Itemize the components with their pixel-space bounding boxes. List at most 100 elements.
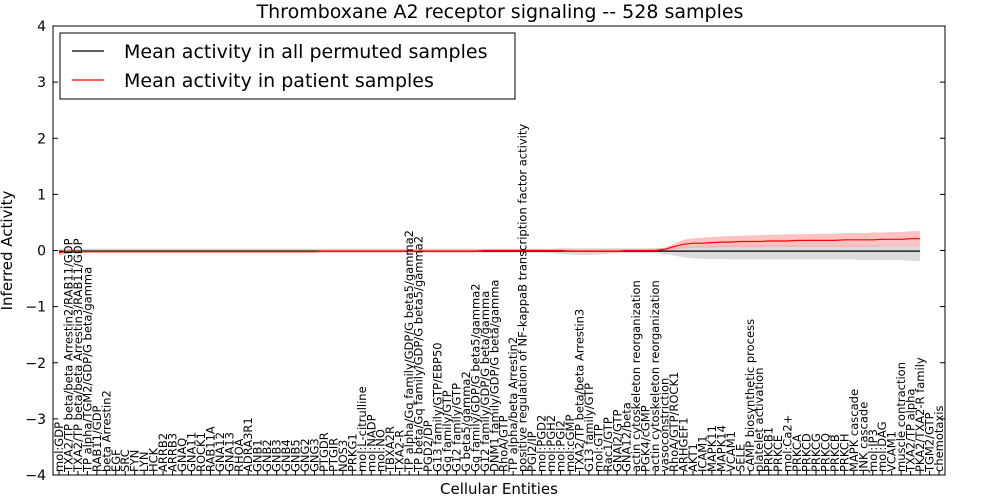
x-tick-label: PRKCG — [809, 433, 823, 472]
y-tick-label: 2 — [37, 131, 46, 147]
x-tick-label: FYN — [128, 450, 142, 472]
x-tick-label: PGK4/cGMP — [639, 405, 653, 472]
x-tick-label: MAPK14 — [714, 425, 728, 472]
x-tick-label: mol:GTP — [591, 424, 605, 472]
bands-layer — [59, 230, 921, 262]
x-tick-label: PRKCE — [771, 435, 785, 472]
x-tick-label: RAB11A — [203, 426, 217, 472]
x-tick-label: ADRA3R1 — [241, 417, 255, 472]
y-tick-label: −4 — [25, 468, 46, 484]
y-axis: −4 −3 −2 −1 0 1 2 3 4 — [25, 19, 945, 484]
x-tick-label: GNA12/beta — [620, 402, 634, 472]
x-tick-label: cAMP biosynthetic process — [743, 319, 757, 472]
x-tick-label: DNM1 family/GDP/G beta/gamma — [487, 280, 501, 472]
x-tick-label: PRKCB — [828, 434, 842, 472]
x-tick-label: PRKCH — [837, 433, 851, 472]
x-tick-label: GNA12 — [213, 432, 227, 472]
x-tick-label: ROCK1 — [194, 432, 208, 472]
x-tick-label: vasoconstriction — [658, 378, 672, 472]
x-tick-label: TXA2/TP alpha — [904, 389, 918, 473]
line-patient-mean — [58, 238, 921, 254]
x-tick-label: beta Arrestin2 — [99, 390, 113, 472]
y-axis-label: Inferred Activity — [0, 190, 16, 310]
x-axis-label: Cellular Entities — [440, 480, 558, 498]
x-tick-label: TXA2/TP beta/beta Arrestin2/RAB11/GDP — [61, 238, 75, 473]
x-tick-label: mol:GDP — [52, 422, 66, 472]
x-tick-label: RhoA/GTP/ROCK1 — [667, 372, 681, 472]
y-tick-label: 3 — [37, 75, 46, 91]
x-tick-label: TXA2/TP beta/beta Arrestin3/RAB11/GDP — [71, 238, 85, 473]
x-tick-label: PTGDR — [317, 432, 331, 472]
x-tick-label: VCAM1 — [724, 431, 738, 472]
x-tick-label: mol:L-citrulline — [355, 386, 369, 472]
x-tick-label: mol:Ca2+ — [781, 415, 795, 472]
x-tick-label: GNB4 — [279, 439, 293, 472]
y-tick-label: 1 — [37, 187, 46, 203]
x-tick-label: TXA2/TP beta/beta Arrestin3 — [572, 309, 586, 473]
x-tick-label: positive regulation of NF-kappaB transcr… — [516, 124, 530, 472]
x-tick-label: mol:NADP — [364, 414, 378, 472]
x-tick-label: GNAQ — [175, 438, 189, 472]
x-tick-label: muscle contraction — [894, 362, 908, 472]
x-tick-label: AKT1 — [686, 443, 700, 472]
x-tick-label: mol:IP3 — [866, 429, 880, 472]
x-tick-label: platelet activation — [752, 367, 766, 472]
x-tick-label: ICAM1 — [695, 435, 709, 472]
x-tick-label: RAB11/GDP — [90, 405, 104, 472]
x-tick-label: Gq family/GTP — [440, 390, 454, 472]
x-tick-label: LYN — [137, 451, 151, 472]
x-tick-label: SELE — [733, 444, 747, 472]
x-tick-label: MAPK cascade — [847, 389, 861, 472]
x-tick-label: GNG3 — [307, 438, 321, 472]
lines-layer — [58, 238, 921, 254]
x-tick-label: actin cytoskeleton reorganization — [629, 280, 643, 472]
x-tick-label: G13 family/GTP/EBP50 — [430, 342, 444, 472]
x-tick-label: Rac1/GTP — [601, 417, 615, 472]
x-tick-label: TP beta/Gq family/GDP/G beta5/gamma2 — [412, 236, 426, 473]
x-tick-label: PGI2/IP — [525, 431, 539, 472]
x-tick-label: PTGIR — [326, 438, 340, 472]
x-tick-label: GNAI2/GTP — [610, 410, 624, 472]
x-tick-label: mol:PGD2 — [535, 415, 549, 472]
x-tick-label: PRKCQ — [818, 433, 832, 472]
x-tick-label: TBXA2R — [383, 426, 397, 473]
x-tick-label: PRKG1 — [345, 433, 359, 472]
x-tick-label: chemotaxis — [932, 406, 946, 472]
x-tick-label: TP alpha/Gq family/GDP/G beta5/gamma2 — [402, 230, 416, 473]
x-tick-label: MAPK11 — [705, 425, 719, 472]
x-tick-label: PKA2/TXA2-R family — [913, 357, 927, 472]
x-tick-label: TGM2/GTP — [923, 412, 937, 473]
x-tick-label: GNA13 — [222, 432, 236, 472]
x-tick-label: GNB3 — [270, 439, 284, 472]
y-tick-label: 0 — [37, 244, 46, 260]
x-tick-label: G13 family/GTP — [582, 383, 596, 472]
x-tick-label: G12 family/GDP/G beta/gamma — [478, 291, 492, 472]
x-tick-label: PRKCB1 — [762, 427, 776, 472]
x-tick-label: NOS3 — [336, 440, 350, 472]
x-tick-label: G beta5/gamma2 — [459, 371, 473, 472]
x-tick-label: actin cytoskeleton reorganization — [648, 280, 662, 472]
x-tick-label: JNK cascade — [856, 402, 870, 473]
band-permuted — [59, 245, 921, 262]
x-tick-label: mol:DAG — [875, 421, 889, 472]
x-tick-label: HCK — [147, 447, 161, 472]
x-tick-label: mol:PGI2 — [554, 420, 568, 472]
x-tick-label: G12 family/GTP — [449, 383, 463, 472]
x-tick-label: GNA11 — [184, 432, 198, 472]
legend-label-permuted: Mean activity in all permuted samples — [124, 41, 487, 63]
x-tick-label: Gq family/GDP/G beta5/gamma2 — [468, 283, 482, 472]
y-tick-label: −3 — [25, 412, 46, 428]
x-tick-label: mol:cGMP — [563, 415, 577, 472]
x-tick-label: GNB1 — [251, 439, 265, 472]
legend-label-patient: Mean activity in patient samples — [124, 70, 434, 92]
x-tick-label: GNB5 — [289, 439, 303, 472]
chart-title: Thromboxane A2 receptor signaling -- 528… — [256, 1, 744, 23]
x-tick-label: mol:NO — [374, 429, 388, 472]
x-tick-label: GNB2 — [260, 439, 274, 472]
legend-box — [59, 32, 516, 100]
x-tick-label: ARRB3 — [166, 433, 180, 472]
y-tick-label: −2 — [25, 356, 46, 372]
x-tick-label: PGD2/DP — [421, 420, 435, 472]
